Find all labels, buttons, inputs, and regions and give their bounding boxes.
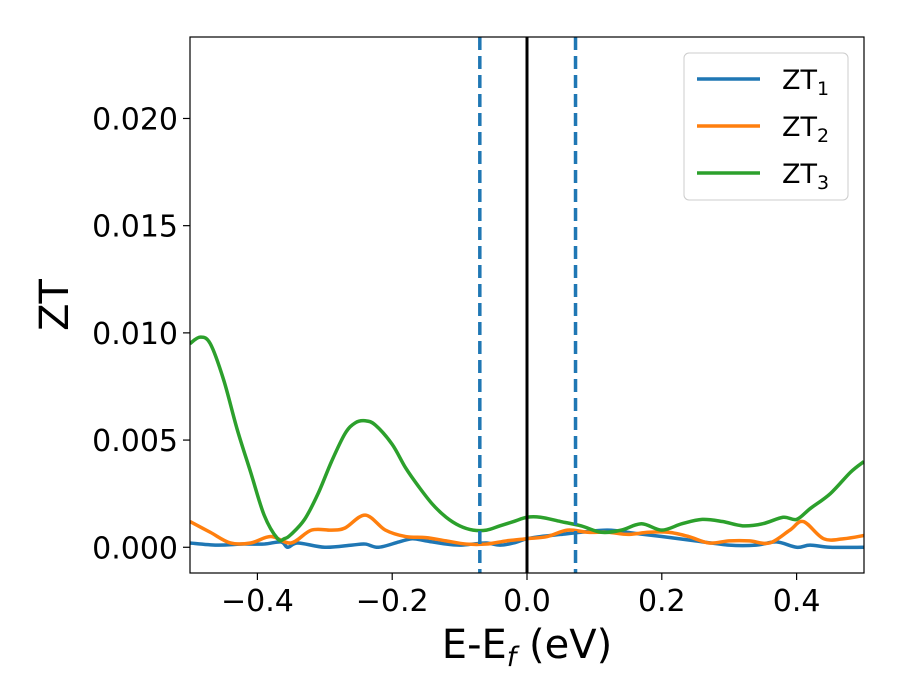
legend: ZT1 ZT2 ZT3 xyxy=(683,52,849,201)
x-tick-label: 0.4 xyxy=(773,584,821,619)
legend-box xyxy=(683,52,849,201)
legend-label-zt2: ZT2 xyxy=(782,112,829,147)
x-axis-title-main: E-E xyxy=(442,622,507,668)
y-tick-label: 0.020 xyxy=(92,102,178,137)
y-tick-label: 0.010 xyxy=(92,317,178,352)
y-axis-ticks: 0.000 0.005 0.010 0.015 0.020 xyxy=(92,102,190,566)
x-axis-title: E-Ef (eV) xyxy=(442,622,612,673)
y-tick-label: 0.005 xyxy=(92,424,178,459)
legend-label-zt1: ZT1 xyxy=(782,65,829,100)
x-tick-label: −0.4 xyxy=(221,584,294,619)
x-axis-ticks: −0.4 −0.2 0.0 0.2 0.4 xyxy=(221,573,820,619)
x-tick-label: −0.2 xyxy=(356,584,429,619)
x-tick-label: 0.0 xyxy=(503,584,551,619)
legend-label-zt3: ZT3 xyxy=(782,159,829,194)
y-axis-title: ZT xyxy=(32,279,78,331)
series-line-zt3 xyxy=(190,335,864,543)
reference-lines xyxy=(478,37,578,573)
y-tick-label: 0.015 xyxy=(92,210,178,245)
x-tick-label: 0.2 xyxy=(638,584,686,619)
x-axis-title-unit: (eV) xyxy=(516,622,612,668)
y-tick-label: 0.000 xyxy=(92,531,178,566)
